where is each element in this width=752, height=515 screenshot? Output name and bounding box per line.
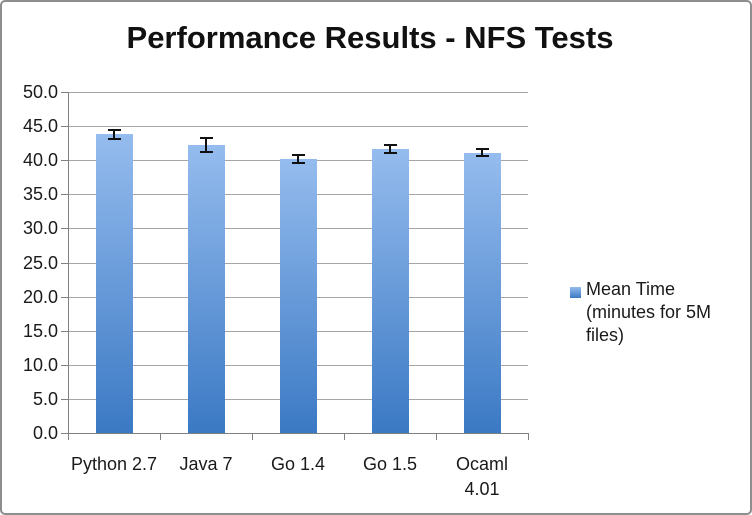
error-bar-line xyxy=(297,154,299,163)
x-tick-label-line: Ocaml xyxy=(455,454,508,474)
y-tick-label: 5.0 xyxy=(32,389,58,409)
y-tick-label: 40.0 xyxy=(22,150,58,170)
y-axis-tick xyxy=(61,126,68,127)
y-axis-tick xyxy=(61,228,68,229)
y-tick-label: 0.0 xyxy=(32,423,58,443)
y-tick-label: 10.0 xyxy=(22,355,58,375)
y-tick-label: 35.0 xyxy=(22,184,58,204)
y-axis-tick xyxy=(61,92,68,93)
y-axis-tick xyxy=(61,433,68,434)
x-tick-label: Go 1.5 xyxy=(344,452,436,477)
legend-label: Mean Time (minutes for 5M files) xyxy=(586,278,736,347)
error-bar-cap xyxy=(475,148,489,151)
gridline xyxy=(68,126,528,127)
bar xyxy=(95,134,133,433)
y-axis-tick xyxy=(61,263,68,264)
y-tick-label: 50.0 xyxy=(22,82,58,102)
x-axis-line xyxy=(68,433,528,434)
y-tick-label: 30.0 xyxy=(22,218,58,238)
x-axis-tick xyxy=(160,433,161,440)
error-bar-cap xyxy=(291,161,305,164)
error-bar-line xyxy=(481,149,483,157)
y-tick-label: 45.0 xyxy=(22,116,58,136)
y-axis-line xyxy=(68,92,69,433)
error-bar-cap xyxy=(475,155,489,158)
x-tick-label-line: Go 1.4 xyxy=(270,454,326,474)
legend-marker-square xyxy=(570,287,581,298)
error-bar-line xyxy=(389,144,391,153)
x-tick-label-line: Python 2.7 xyxy=(70,454,158,474)
y-tick-label: 25.0 xyxy=(22,253,58,273)
y-axis-tick xyxy=(61,365,68,366)
error-bar-cap xyxy=(291,153,305,156)
y-axis-tick xyxy=(61,194,68,195)
x-axis-tick xyxy=(252,433,253,440)
error-bar-cap xyxy=(199,151,213,154)
chart-title: Performance Results - NFS Tests xyxy=(126,20,614,55)
y-tick-label: 15.0 xyxy=(22,321,58,341)
bar xyxy=(279,158,317,433)
bar xyxy=(463,152,501,433)
y-axis-tick xyxy=(61,160,68,161)
x-axis-tick xyxy=(68,433,69,440)
x-tick-label: Ocaml 4.01 xyxy=(436,452,528,502)
error-bar-line xyxy=(205,138,207,152)
error-bar-cap xyxy=(107,128,121,131)
x-tick-label-line: 4.01 xyxy=(464,479,500,499)
x-tick-label: Java 7 xyxy=(160,452,252,477)
error-bar-line xyxy=(113,129,115,140)
bar xyxy=(187,145,225,433)
y-axis-tick xyxy=(61,297,68,298)
error-bar-cap xyxy=(383,151,397,154)
x-axis-tick xyxy=(344,433,345,440)
y-tick-label: 20.0 xyxy=(22,287,58,307)
legend-label-line: (minutes for 5M xyxy=(586,302,712,322)
legend-label-line: Mean Time xyxy=(586,279,676,299)
y-axis-tick xyxy=(61,399,68,400)
error-bar-cap xyxy=(107,138,121,141)
error-bar-cap xyxy=(199,137,213,140)
x-tick-label: Go 1.4 xyxy=(252,452,344,477)
x-tick-label-line: Java 7 xyxy=(179,454,233,474)
gridline xyxy=(68,92,528,93)
bar xyxy=(371,148,409,433)
y-axis-tick xyxy=(61,331,68,332)
legend-label-line: files) xyxy=(586,325,625,345)
error-bar-cap xyxy=(383,143,397,146)
x-tick-label: Python 2.7 xyxy=(68,452,160,477)
x-tick-label-line: Go 1.5 xyxy=(362,454,418,474)
x-axis-tick xyxy=(436,433,437,440)
x-axis-tick xyxy=(528,433,529,440)
